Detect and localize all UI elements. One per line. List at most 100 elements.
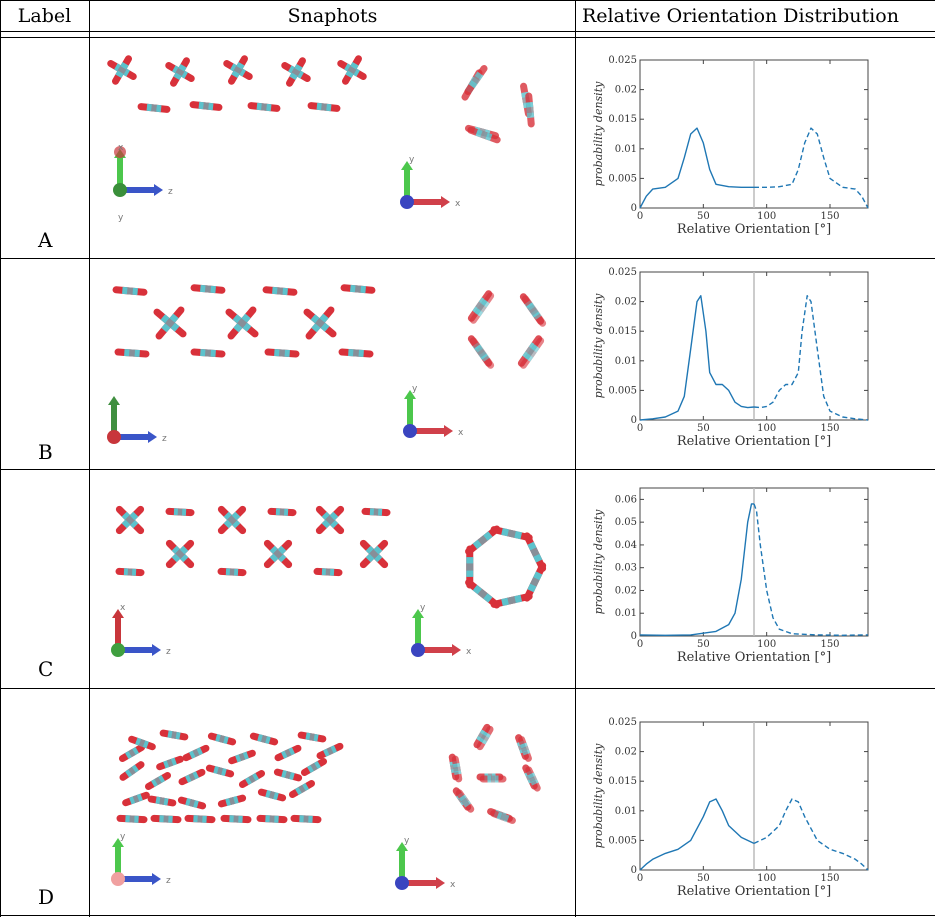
svg-text:x: x	[458, 428, 464, 438]
svg-text:y: y	[409, 155, 415, 165]
co2-molecule	[150, 814, 182, 824]
x-tick-label: 50	[697, 423, 710, 434]
y-tick-label: 0.03	[615, 563, 637, 574]
y-tick-label: 0.02	[615, 297, 637, 308]
co2-molecule	[137, 103, 171, 113]
x-tick-label: 50	[697, 211, 710, 222]
co2-molecule	[361, 507, 391, 517]
co2-molecule	[112, 55, 132, 85]
row-divider-1	[0, 258, 935, 259]
y-tick-label: 0.05	[615, 517, 637, 528]
svg-text:y: y	[420, 603, 426, 613]
y-tick-label: 0.015	[608, 114, 637, 125]
svg-text:x: x	[450, 880, 456, 890]
header-double-rule	[0, 37, 935, 38]
co2-molecule	[205, 764, 235, 778]
co2-molecule	[249, 732, 279, 746]
co2-molecule	[118, 744, 146, 762]
co2-molecule	[122, 791, 150, 807]
y-tick-label: 0.02	[615, 747, 637, 758]
co2-molecule	[189, 101, 223, 111]
co2-molecule	[228, 55, 248, 85]
series-dashed	[753, 295, 869, 421]
co2-molecule	[182, 744, 210, 762]
co2-molecule	[112, 286, 148, 296]
co2-molecule	[114, 348, 150, 358]
svg-text:z: z	[168, 187, 173, 197]
row-divider-2	[0, 469, 935, 470]
y-tick-label: 0	[631, 631, 637, 642]
svg-text:z: z	[166, 876, 171, 886]
svg-text:y: y	[120, 832, 126, 842]
x-tick-label: 50	[697, 873, 710, 884]
co2-molecule	[238, 770, 266, 788]
co2-molecule	[220, 814, 252, 824]
co2-molecule	[359, 539, 389, 569]
co2-molecule	[465, 525, 501, 555]
co2-molecule	[217, 505, 247, 535]
x-tick-label: 150	[820, 873, 839, 884]
axis-label: y	[118, 213, 124, 223]
co2-molecule	[473, 723, 491, 749]
svg-text:y: y	[404, 836, 410, 846]
co2-molecule	[115, 505, 145, 535]
svg-text:x: x	[120, 603, 126, 613]
series-dashed	[753, 798, 869, 871]
header-bottom-rule	[0, 31, 935, 32]
co2-molecule	[190, 284, 226, 294]
co2-molecule	[518, 736, 532, 762]
axis-triad: yx	[403, 384, 464, 438]
axis-triad: z	[107, 396, 167, 444]
co2-molecule	[144, 772, 172, 790]
co2-molecule	[523, 562, 547, 602]
svg-text:y: y	[412, 384, 418, 394]
distribution-plot-b: 0 0.005 0.01 0.015 0.02 0.025 0 50 100 150Relativ…	[592, 267, 869, 449]
co2-molecule	[228, 749, 256, 765]
x-tick-label: 100	[757, 423, 776, 434]
co2-molecule	[256, 814, 288, 824]
row-divider-3	[0, 688, 935, 689]
x-tick-label: 50	[697, 639, 710, 650]
co2-molecule	[119, 761, 145, 781]
co2-molecule	[273, 768, 303, 782]
header-distribution: Relative Orientation Distribution	[582, 5, 899, 27]
row-label-d: D	[38, 885, 55, 909]
co2-molecule	[247, 102, 281, 112]
co2-molecule	[307, 102, 341, 112]
co2-molecule	[469, 292, 495, 324]
co2-molecule	[147, 795, 177, 807]
y-tick-label: 0.025	[608, 267, 637, 278]
co2-molecule	[525, 766, 541, 792]
co2-molecule	[290, 814, 322, 824]
x-tick-label: 100	[757, 873, 776, 884]
co2-molecule	[155, 306, 185, 340]
co2-molecule	[227, 306, 257, 340]
co2-molecule	[519, 337, 545, 369]
co2-molecule	[490, 526, 533, 542]
co2-molecule	[297, 731, 327, 743]
snapshot-row-b: zyx	[107, 284, 547, 444]
co2-molecule	[490, 592, 533, 608]
series-solid	[639, 798, 755, 871]
co2-molecule	[521, 295, 547, 327]
y-tick-label: 0	[631, 203, 637, 214]
co2-molecule	[464, 65, 488, 95]
y-tick-label: 0.01	[615, 144, 637, 155]
co2-molecule	[316, 742, 344, 760]
row-label-c: C	[38, 657, 54, 681]
co2-molecule	[338, 348, 374, 358]
co2-molecule	[267, 507, 297, 517]
table-border-left	[0, 0, 1, 917]
co2-molecule	[262, 286, 298, 296]
row-label-a: A	[38, 228, 53, 252]
x-axis-label: Relative Orientation [°]	[677, 434, 831, 449]
x-tick-label: 150	[820, 423, 839, 434]
series-solid	[639, 295, 755, 421]
x-tick-label: 150	[820, 211, 839, 222]
co2-molecule	[263, 539, 293, 569]
x-axis-label: Relative Orientation [°]	[677, 884, 831, 899]
co2-molecule	[170, 57, 190, 87]
row-label-b: B	[38, 440, 53, 464]
co2-molecule	[465, 579, 501, 609]
y-tick-label: 0.005	[608, 173, 637, 184]
